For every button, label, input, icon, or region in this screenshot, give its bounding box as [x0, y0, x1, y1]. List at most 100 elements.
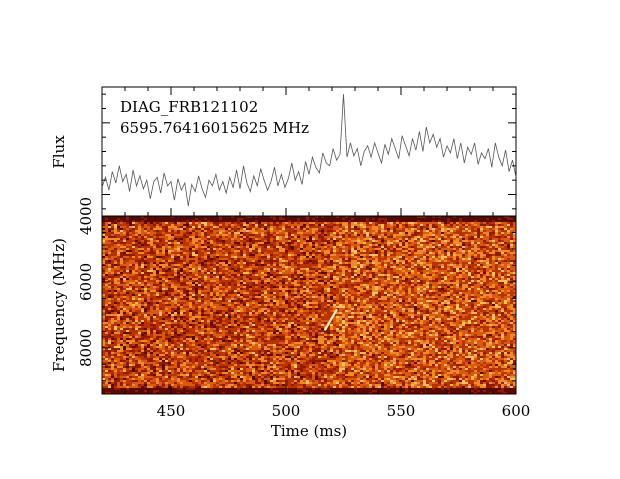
heatmap-cell	[114, 250, 118, 253]
heatmap-cell	[456, 258, 460, 261]
heatmap-cell	[399, 232, 403, 235]
heatmap-cell	[267, 252, 271, 255]
heatmap-cell	[348, 236, 352, 239]
heatmap-cell	[387, 260, 391, 263]
heatmap-cell	[153, 262, 157, 265]
heatmap-cell	[378, 244, 382, 247]
heatmap-cell	[507, 226, 511, 229]
heatmap-cell	[288, 270, 292, 273]
heatmap-cell	[162, 222, 166, 225]
heatmap-cell	[168, 246, 172, 249]
heatmap-cell	[210, 232, 214, 235]
heatmap-cell	[285, 250, 289, 253]
heatmap-cell	[324, 244, 328, 247]
heatmap-cell	[141, 254, 145, 257]
heatmap-cell	[321, 222, 325, 225]
heatmap-cell	[291, 228, 295, 231]
heatmap-cell	[315, 270, 319, 273]
heatmap-cell	[399, 226, 403, 229]
heatmap-cell	[453, 238, 457, 241]
heatmap-cell	[438, 238, 442, 241]
heatmap-cell	[189, 228, 193, 231]
heatmap-cell	[327, 218, 331, 221]
heatmap-cell	[321, 262, 325, 265]
heatmap-cell	[441, 234, 445, 237]
heatmap-cell	[156, 272, 160, 275]
heatmap-cell	[120, 232, 124, 235]
heatmap-cell	[435, 268, 439, 271]
heatmap-cell	[165, 284, 169, 287]
heatmap-cell	[504, 220, 508, 223]
heatmap-cell	[333, 232, 337, 235]
heatmap-cell	[297, 268, 301, 271]
heatmap-cell	[228, 256, 232, 259]
heatmap-cell	[444, 264, 448, 267]
heatmap-cell	[159, 230, 163, 233]
heatmap-cell	[171, 282, 175, 285]
heatmap-cell	[330, 228, 334, 231]
heatmap-cell	[255, 218, 259, 221]
heatmap-cell	[153, 250, 157, 253]
heatmap-cell	[360, 238, 364, 241]
heatmap-cell	[333, 238, 337, 241]
heatmap-cell	[276, 270, 280, 273]
heatmap-cell	[372, 242, 376, 245]
heatmap-cell	[327, 250, 331, 253]
heatmap-cell	[336, 280, 340, 283]
heatmap-cell	[177, 282, 181, 285]
heatmap-cell	[279, 222, 283, 225]
heatmap-cell	[426, 248, 430, 251]
heatmap-cell	[225, 240, 229, 243]
heatmap-cell	[183, 220, 187, 223]
heatmap-cell	[264, 246, 268, 249]
heatmap-cell	[120, 282, 124, 285]
heatmap-cell	[426, 238, 430, 241]
heatmap-cell	[201, 238, 205, 241]
heatmap-cell	[393, 278, 397, 281]
heatmap-cell	[297, 260, 301, 263]
heatmap-cell	[114, 228, 118, 231]
heatmap-cell	[153, 218, 157, 221]
heatmap-cell	[432, 218, 436, 221]
heatmap-cell	[297, 252, 301, 255]
heatmap-cell	[231, 278, 235, 281]
heatmap-cell	[141, 274, 145, 277]
heatmap-cell	[396, 280, 400, 283]
heatmap-cell	[162, 262, 166, 265]
heatmap-cell	[315, 244, 319, 247]
heatmap-cell	[225, 254, 229, 257]
heatmap-cell	[486, 278, 490, 281]
heatmap-cell	[177, 242, 181, 245]
heatmap-cell	[318, 260, 322, 263]
heatmap-cell	[144, 222, 148, 225]
heatmap-cell	[168, 286, 172, 289]
heatmap-cell	[399, 222, 403, 225]
heatmap-cell	[201, 240, 205, 243]
heatmap-cell	[381, 218, 385, 221]
heatmap-cell	[255, 228, 259, 231]
heatmap-cell	[351, 252, 355, 255]
heatmap-cell	[252, 218, 256, 221]
heatmap-cell	[360, 284, 364, 287]
heatmap-cell	[213, 238, 217, 241]
heatmap-cell	[168, 242, 172, 245]
heatmap-cell	[345, 222, 349, 225]
heatmap-cell	[339, 240, 343, 243]
heatmap-cell	[396, 282, 400, 285]
heatmap-cell	[417, 268, 421, 271]
heatmap-cell	[276, 228, 280, 231]
heatmap-cell	[207, 224, 211, 227]
heatmap-cell	[168, 238, 172, 241]
heatmap-cell	[318, 286, 322, 289]
heatmap-cell	[468, 256, 472, 259]
heatmap-cell	[228, 280, 232, 283]
heatmap-cell	[474, 246, 478, 249]
heatmap-cell	[255, 222, 259, 225]
heatmap-cell	[495, 238, 499, 241]
heatmap-cell	[123, 260, 127, 263]
heatmap-cell	[204, 270, 208, 273]
heatmap-cell	[285, 216, 289, 219]
heatmap-cell	[156, 268, 160, 271]
heatmap-cell	[360, 278, 364, 281]
heatmap-cell	[309, 238, 313, 241]
